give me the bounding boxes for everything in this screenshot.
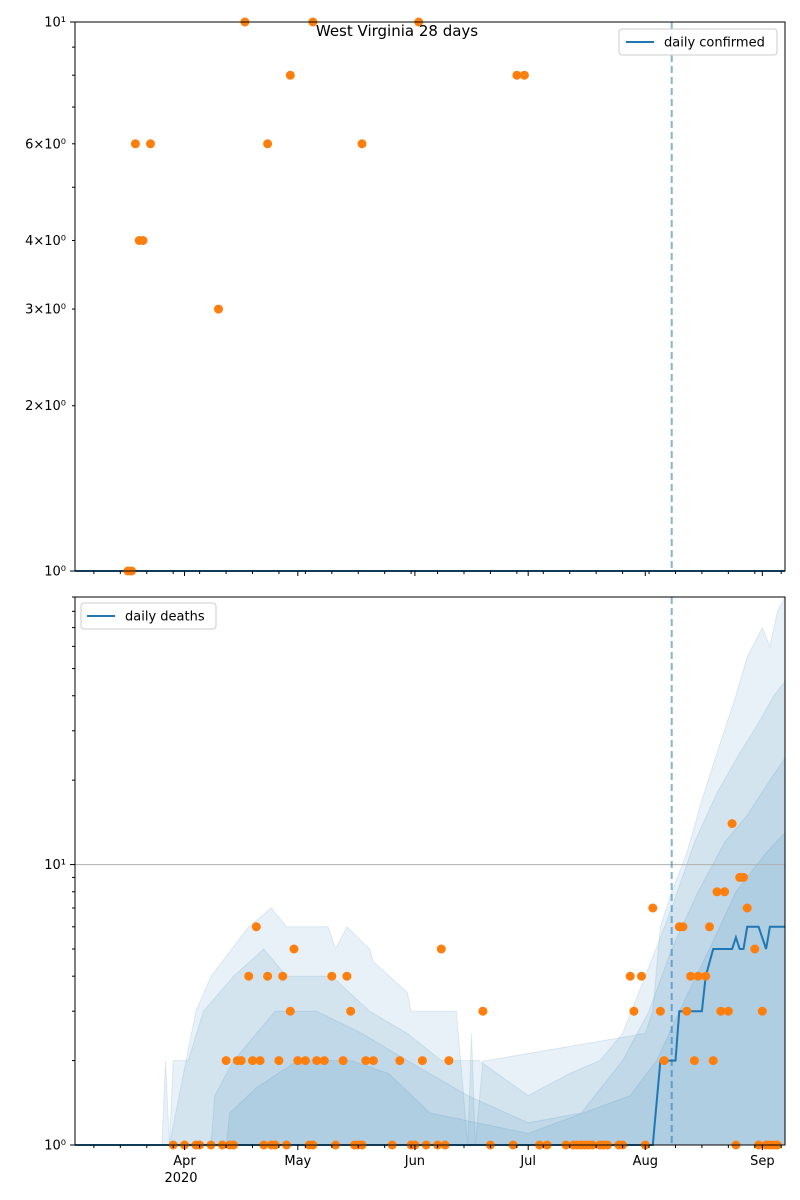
data-point xyxy=(130,139,140,149)
y-tick-label: 6×10⁰ xyxy=(25,137,66,152)
data-point xyxy=(263,139,273,149)
data-point xyxy=(395,1056,405,1066)
data-point xyxy=(293,1056,303,1066)
legend-box xyxy=(80,602,217,630)
data-point xyxy=(278,971,288,981)
data-point xyxy=(716,1006,726,1016)
x-tick-label: Jun xyxy=(404,1154,425,1169)
y-axis-ticks: 10⁰ 10¹ xyxy=(44,596,75,1154)
series-line xyxy=(75,925,785,1146)
data-point xyxy=(214,304,223,314)
y-tick-label: 10⁰ xyxy=(44,565,66,580)
data-point xyxy=(236,1056,246,1066)
x-axis-ticks xyxy=(93,571,782,576)
daily-confirmed-panel: 10⁰ 2×10⁰ 3×10⁰ 4×10⁰ 6×10⁰ 10¹ West Virginia… xyxy=(25,16,786,580)
x-tick-label: Jul xyxy=(519,1154,536,1169)
x-year-label: 2020 xyxy=(164,1171,197,1186)
data-point xyxy=(637,971,646,981)
data-point xyxy=(723,1006,733,1016)
legend: daily deaths xyxy=(80,602,217,630)
data-point xyxy=(417,1056,427,1066)
data-point xyxy=(701,971,711,981)
data-point xyxy=(342,971,352,981)
axes-frame xyxy=(74,596,786,1146)
data-point xyxy=(319,1056,329,1066)
data-point xyxy=(686,971,696,981)
x-tick-label: Aug xyxy=(633,1154,658,1169)
data-point xyxy=(659,1056,669,1066)
data-point xyxy=(327,971,337,981)
data-point xyxy=(263,971,273,981)
x-tick-label: Sep xyxy=(750,1154,775,1169)
y-tick-label: 2×10⁰ xyxy=(25,399,66,414)
legend: daily confirmed xyxy=(618,28,778,56)
daily-deaths-panel: 10⁰ 10¹ Apr May Jun Jul Aug Sep 2020 daily dea… xyxy=(44,596,786,1186)
data-point xyxy=(682,1006,692,1016)
data-point xyxy=(436,944,446,954)
x-tick-label: May xyxy=(284,1154,311,1169)
daily-confirmed-points xyxy=(123,17,529,576)
data-point xyxy=(357,139,367,149)
data-point xyxy=(312,1056,322,1066)
data-point xyxy=(712,887,722,897)
data-point xyxy=(274,1056,284,1066)
chart-title: West Virginia 28 days xyxy=(316,22,478,40)
data-point xyxy=(444,1056,454,1066)
y-axis-ticks: 10⁰ 2×10⁰ 3×10⁰ 4×10⁰ 6×10⁰ 10¹ xyxy=(25,16,75,580)
daily-deaths-points xyxy=(168,819,782,1150)
data-point xyxy=(757,1006,767,1016)
data-point xyxy=(750,944,760,954)
data-point xyxy=(300,1056,310,1066)
data-point xyxy=(648,903,658,913)
data-point xyxy=(678,922,688,932)
data-point xyxy=(285,1006,295,1016)
data-point xyxy=(720,887,730,897)
data-point xyxy=(146,139,155,149)
data-point xyxy=(478,1006,488,1016)
legend-label: daily confirmed xyxy=(664,36,765,51)
data-point xyxy=(244,971,254,981)
data-point xyxy=(248,1056,257,1066)
data-point xyxy=(512,70,522,80)
data-point xyxy=(739,872,748,882)
y-tick-label: 4×10⁰ xyxy=(25,234,66,249)
data-point xyxy=(705,922,714,932)
legend-box xyxy=(618,28,778,56)
data-point xyxy=(727,819,737,829)
data-point xyxy=(361,1056,371,1066)
data-point xyxy=(289,944,299,954)
axes-frame xyxy=(74,21,786,572)
data-point xyxy=(742,903,752,913)
legend-label: daily deaths xyxy=(125,610,205,625)
data-point xyxy=(689,1056,699,1066)
data-point xyxy=(138,236,148,245)
y-tick-label: 10¹ xyxy=(44,16,66,31)
data-point xyxy=(629,1006,639,1016)
data-point xyxy=(368,1056,378,1066)
y-tick-label: 3×10⁰ xyxy=(25,303,66,318)
data-point xyxy=(655,1006,665,1016)
x-axis-ticks: Apr May Jun Jul Aug Sep xyxy=(93,1145,782,1169)
x-tick-label: Apr xyxy=(173,1154,196,1169)
y-tick-label: 10⁰ xyxy=(44,1139,66,1154)
data-point xyxy=(519,70,529,80)
data-point xyxy=(693,971,703,981)
data-point xyxy=(625,971,635,981)
data-point xyxy=(346,1006,356,1016)
data-point xyxy=(708,1056,718,1066)
data-point xyxy=(285,70,295,80)
daily-deaths-line xyxy=(75,925,785,1146)
data-point xyxy=(221,1056,231,1066)
y-tick-label: 10¹ xyxy=(44,858,66,873)
data-point xyxy=(338,1056,348,1066)
data-point xyxy=(251,922,261,932)
data-point xyxy=(255,1056,265,1066)
